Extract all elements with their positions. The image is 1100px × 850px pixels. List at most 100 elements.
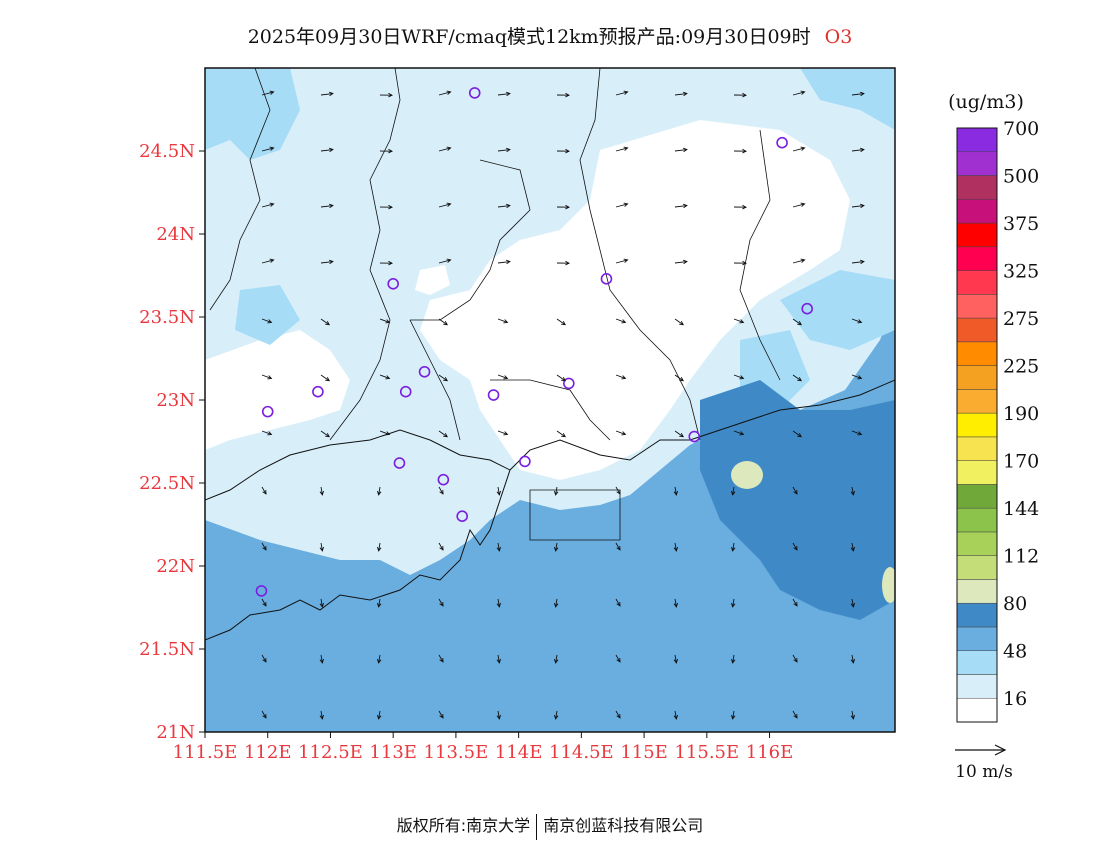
wind-arrow: [850, 542, 855, 552]
wind-arrow: [438, 318, 449, 326]
colorbar-swatch: [956, 365, 998, 390]
lon-label: 115E: [620, 742, 668, 763]
wind-arrow: [320, 374, 331, 382]
wind-arrow: [261, 202, 275, 208]
wind-arrow: [261, 258, 275, 264]
lat-label: 22.5N: [139, 473, 195, 494]
wind-arrow: [615, 202, 629, 208]
wind-arrow: [377, 710, 382, 720]
station-marker: [563, 377, 575, 390]
colorbar-label: 112: [1003, 546, 1039, 568]
wind-arrow: [438, 542, 444, 551]
wind-arrow: [438, 654, 444, 663]
land-high-concentration: [205, 120, 850, 480]
wind-arrow: [379, 430, 391, 436]
colorbar-swatch: [956, 294, 998, 319]
colorbar-label: 700: [1003, 118, 1039, 140]
wind-legend-arrowhead: [994, 744, 1007, 756]
colorbar-labels: 16 48 80 112 144 170 190 225 275 325 375 500 700: [1003, 118, 1039, 710]
wind-arrow: [261, 486, 267, 495]
copyright-footer: 版权所有:南京大学 南京创蓝科技有限公司: [0, 812, 1100, 840]
lat-label: 22N: [156, 556, 195, 577]
wind-arrow: [733, 92, 747, 98]
wind-arrow: [496, 598, 501, 608]
wind-arrow: [674, 91, 688, 97]
wind-arrow: [792, 374, 803, 382]
wind-arrow: [377, 542, 382, 552]
wind-arrow: [792, 146, 806, 152]
wind-arrow: [319, 710, 324, 720]
wind-arrow: [850, 710, 855, 720]
wind-arrow: [674, 430, 685, 438]
land-medium-concentration: [205, 68, 895, 410]
wind-arrow: [320, 203, 334, 209]
wind-arrow: [792, 430, 803, 438]
colorbar-swatch: [956, 222, 998, 248]
colorbar-swatch: [956, 199, 998, 224]
axis-ticks: [199, 150, 771, 738]
colorbar-swatch: [956, 507, 998, 533]
wind-arrow: [261, 654, 267, 663]
wind-arrow: [792, 710, 798, 719]
station-marker: [399, 385, 412, 398]
wind-arrow: [556, 148, 570, 154]
wind-arrow: [792, 598, 798, 607]
wind-arrow: [261, 374, 273, 380]
station-marker: [688, 430, 701, 443]
colorbar-label: 16: [1003, 688, 1027, 710]
wind-arrow: [850, 654, 855, 664]
footer-right: 南京创蓝科技有限公司: [543, 816, 704, 835]
wind-arrow: [377, 486, 382, 496]
wind-arrow: [792, 318, 803, 326]
colorbar-label: 80: [1003, 593, 1027, 615]
wind-arrow: [731, 598, 736, 608]
wind-arrow: [320, 259, 334, 265]
colorbar: [956, 127, 998, 723]
station-marker: [255, 585, 268, 597]
wind-arrow: [438, 486, 444, 495]
colorbar-swatch: [956, 531, 998, 556]
colorbar-label: 275: [1003, 308, 1039, 330]
wind-arrow: [792, 654, 798, 663]
wind-arrow: [673, 598, 678, 608]
station-marker: [437, 473, 450, 486]
latitude-labels: 24.5N 24N 23.5N 23N 22.5N 22N 21.5N 21N: [139, 141, 195, 743]
wind-arrow: [438, 598, 444, 607]
colorbar-swatch: [956, 555, 998, 580]
wind-arrow: [377, 598, 382, 608]
wind-arrow: [496, 486, 501, 496]
station-marker: [393, 457, 406, 469]
wind-arrow: [496, 710, 501, 720]
wind-arrow: [496, 542, 501, 552]
wind-arrow: [556, 260, 570, 266]
colorbar-swatch: [956, 602, 998, 628]
colorbar-frame: [956, 127, 998, 723]
lon-label: 111.5E: [173, 742, 238, 763]
wind-arrow: [438, 90, 452, 96]
lon-label: 113.5E: [424, 742, 489, 763]
wind-arrow: [733, 204, 747, 210]
wind-arrow: [438, 430, 449, 438]
colorbar-swatch: [956, 650, 998, 675]
wind-arrow: [615, 374, 627, 380]
colorbar-swatch: [956, 579, 998, 604]
wind-arrow: [615, 318, 627, 324]
colorbar-swatch: [956, 246, 998, 271]
wind-arrow: [438, 710, 444, 719]
wind-arrow: [615, 710, 621, 719]
colorbar-swatch: [956, 436, 998, 461]
wind-arrow: [261, 710, 267, 719]
colorbar-label: 500: [1003, 166, 1039, 188]
wind-arrow: [851, 91, 865, 97]
admin-boundaries: [209, 68, 781, 541]
lat-label: 21.5N: [139, 639, 195, 660]
colorbar-swatch: [956, 697, 998, 723]
wind-arrow: [673, 542, 678, 552]
wind-arrow: [851, 430, 863, 436]
longitude-labels: 111.5E 112E 112.5E 113E 113.5E 114E 114.5E 115E…: [173, 742, 794, 763]
colorbar-label: 190: [1003, 403, 1039, 425]
wind-arrow: [554, 486, 559, 496]
wind-arrow: [261, 90, 275, 96]
colorbar-unit: (ug/m3): [948, 91, 1024, 113]
wind-arrow: [792, 90, 806, 96]
